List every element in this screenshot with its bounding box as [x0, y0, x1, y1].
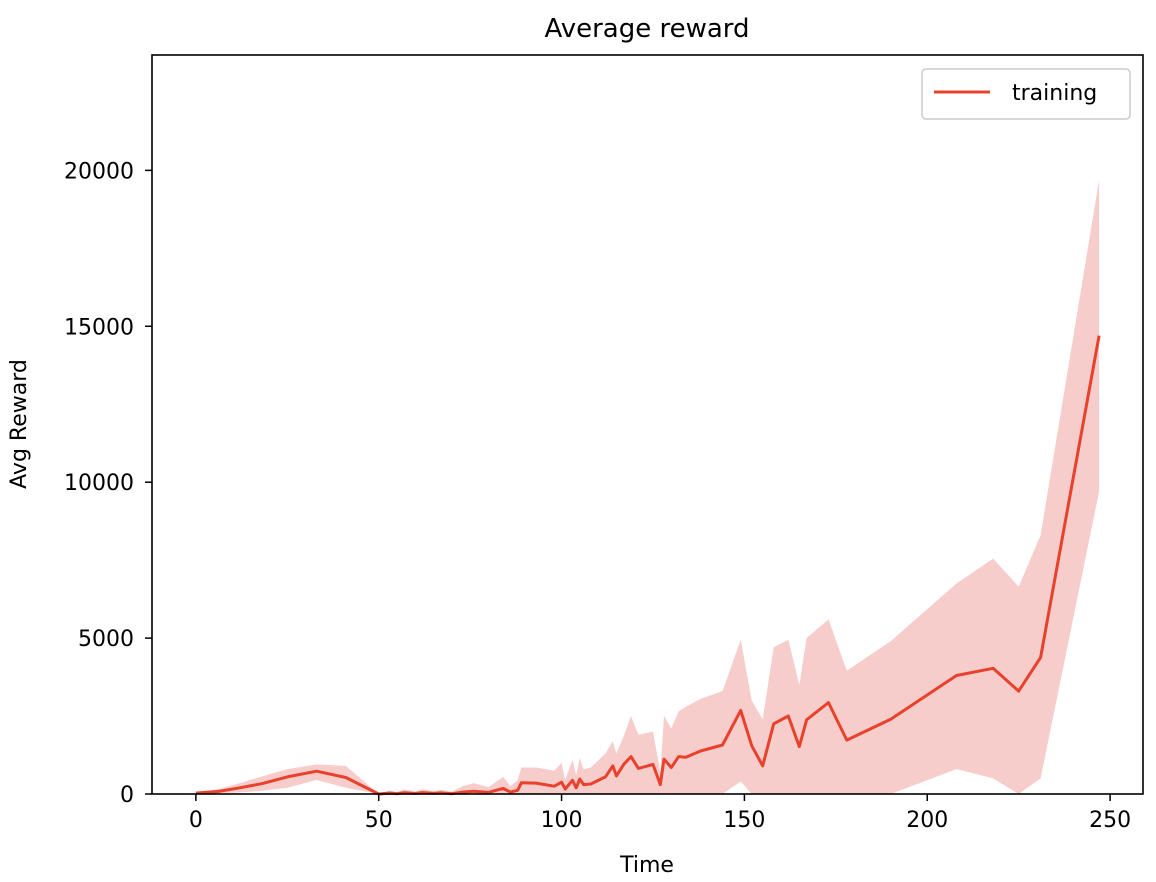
legend-label-training: training: [1012, 81, 1097, 106]
series-line-0: [195, 335, 1101, 796]
axis-ticks: 0 50 100 150 200 250 0 5000 10000 15000 20000: [64, 159, 1131, 833]
x-tick-label: 100: [541, 808, 583, 833]
x-tick-label: 150: [723, 808, 765, 833]
x-axis-label: Time: [619, 853, 674, 878]
y-tick-label: 20000: [64, 159, 134, 184]
y-tick-label: 10000: [64, 471, 134, 496]
y-tick-label: 0: [120, 783, 134, 808]
plot-area: [195, 179, 1101, 796]
chart-title: Average reward: [544, 14, 749, 44]
x-tick-label: 200: [906, 808, 948, 833]
legend: training: [921, 68, 1131, 120]
plot-frame: [151, 54, 1144, 795]
x-tick-label: 50: [365, 808, 393, 833]
x-tick-label: 0: [189, 808, 203, 833]
y-tick-label: 5000: [78, 627, 134, 652]
x-tick-label: 250: [1089, 808, 1131, 833]
y-tick-label: 15000: [64, 315, 134, 340]
y-axis-label: Avg Reward: [7, 359, 32, 489]
legend-box: [921, 68, 1131, 120]
series-band-0: [195, 179, 1100, 794]
